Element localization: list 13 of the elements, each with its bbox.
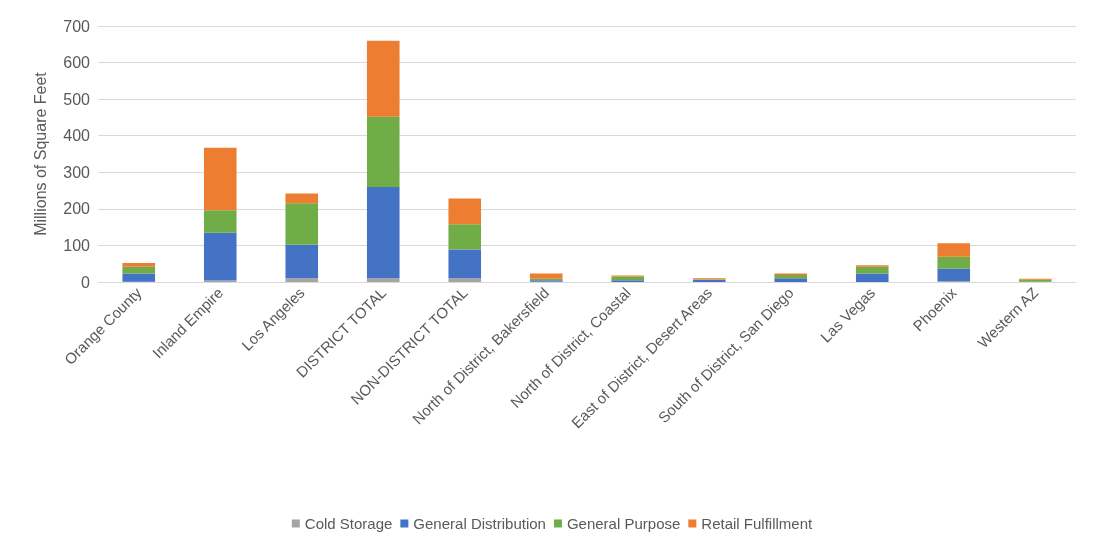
y-tick-label: 700 xyxy=(63,17,91,35)
legend-label: General Distribution xyxy=(413,515,546,532)
y-tick-label: 0 xyxy=(81,273,91,291)
legend-label: Cold Storage xyxy=(304,515,393,532)
y-tick-label: 200 xyxy=(63,200,91,218)
y-tick-label: 500 xyxy=(63,90,91,108)
y-tick-label: 400 xyxy=(63,127,91,145)
y-tick-label: 300 xyxy=(63,163,91,181)
y-axis-title: Millions of Square Feet xyxy=(31,71,49,236)
legend-label: Retail Fulfillment xyxy=(701,515,814,532)
y-tick-label: 100 xyxy=(63,236,91,254)
legend-label: General Purpose xyxy=(566,515,681,532)
y-tick-label: 600 xyxy=(63,54,91,72)
